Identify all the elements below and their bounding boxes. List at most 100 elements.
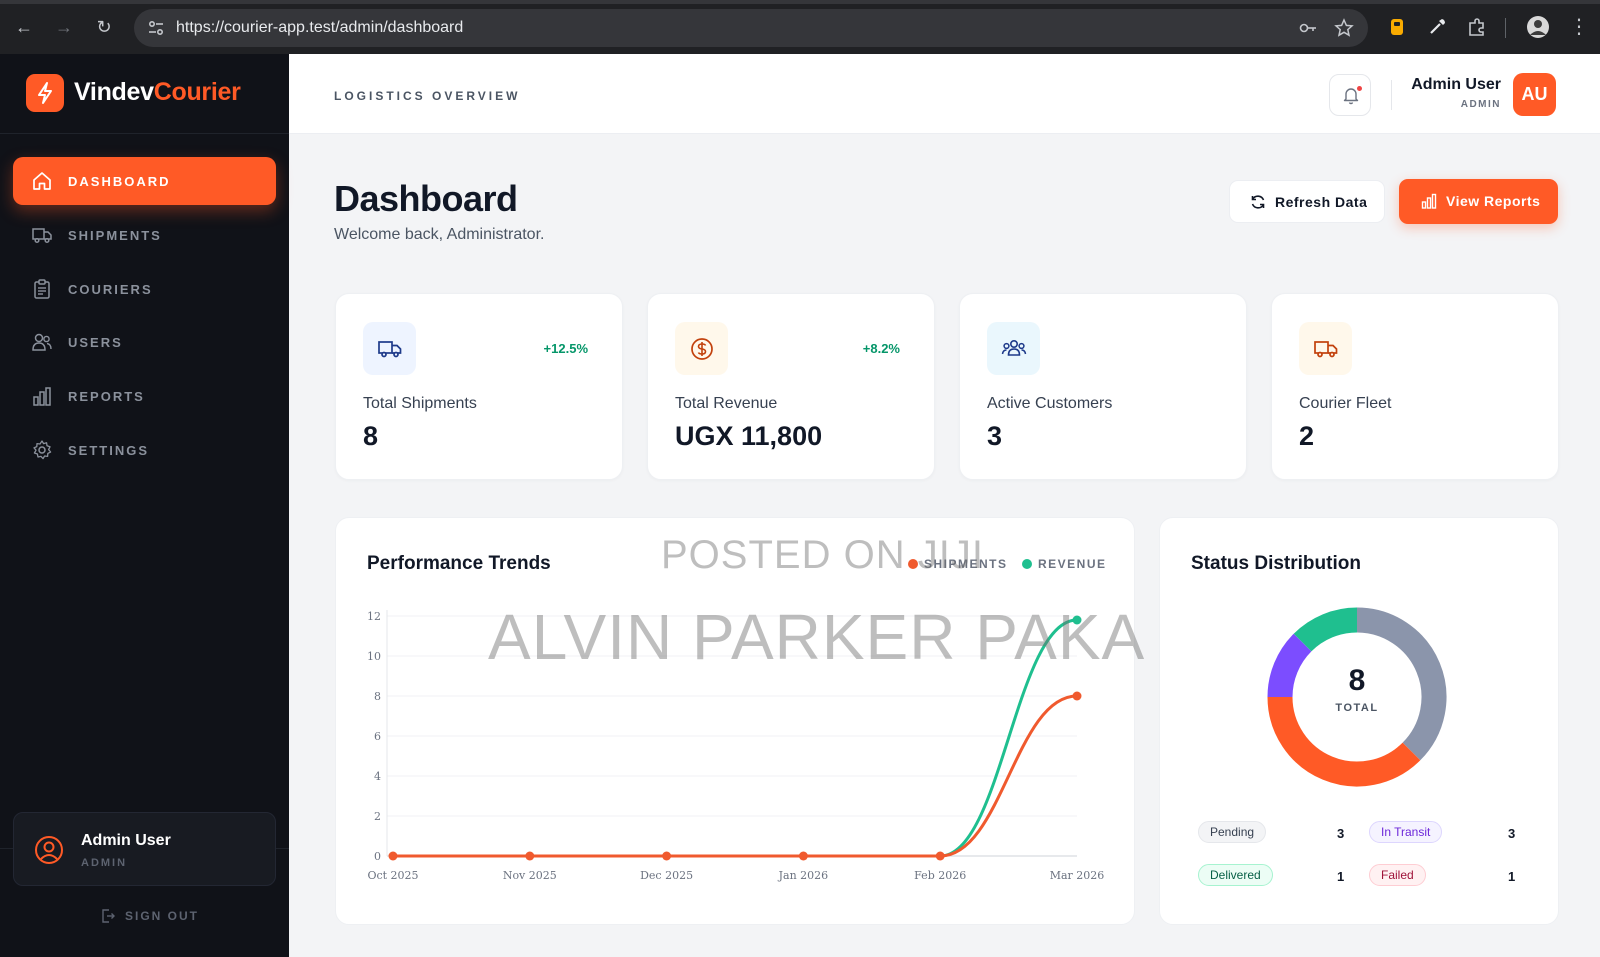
stat-value: UGX 11,800 — [675, 421, 823, 451]
refresh-data-button[interactable]: Refresh Data — [1229, 180, 1385, 223]
status-distribution-card — [1159, 517, 1559, 925]
watermark-line-1: POSTED ON JIJI — [661, 533, 984, 577]
top-header: LOGISTICS OVERVIEW Admin User ADMIN AU — [289, 54, 1600, 134]
stat-label: Total Revenue — [675, 395, 778, 412]
header-user-name: Admin User — [1411, 76, 1501, 93]
tab-strip — [0, 0, 1600, 4]
eyedropper-icon[interactable] — [1426, 16, 1448, 38]
x-tick-label: Mar 2026 — [1050, 869, 1105, 882]
kebab-menu-icon[interactable]: ⋮ — [1569, 16, 1589, 38]
back-icon[interactable]: ← — [15, 17, 33, 37]
sidebar-item-couriers[interactable]: COURIERS — [13, 265, 276, 313]
notifications-button[interactable] — [1329, 74, 1371, 116]
sidebar-user-name: Admin User — [81, 832, 171, 849]
stat-value: 8 — [363, 421, 379, 451]
performance-line-chart: 0 2 4 6 8 10 12 Oct 2025 Nov 2025 Dec 2025 Jan 202… — [367, 610, 1105, 882]
y-tick-label: 6 — [374, 730, 381, 743]
profile-avatar-icon[interactable] — [1526, 15, 1550, 39]
address-bar[interactable]: https://courier-app.test/admin/dashboard — [134, 9, 1368, 47]
truck-icon — [32, 228, 52, 244]
refresh-data-label: Refresh Data — [1275, 194, 1368, 210]
legend-label: SHIPMENTS — [924, 557, 1008, 571]
donut-total-label: TOTAL — [1335, 702, 1379, 714]
data-point-shipments[interactable] — [798, 851, 808, 861]
page-subtitle: Welcome back, Administrator. — [334, 226, 545, 243]
stat-icon-box — [363, 322, 416, 375]
x-tick-label: Jan 2026 — [778, 869, 829, 882]
sidebar-item-reports[interactable]: REPORTS — [13, 372, 276, 420]
forward-icon[interactable]: → — [55, 17, 73, 37]
data-point-shipments[interactable] — [935, 851, 945, 861]
stat-value: 2 — [1299, 421, 1315, 451]
donut-slice-failed[interactable] — [1267, 633, 1312, 698]
header-user[interactable]: Admin User ADMIN — [1409, 76, 1501, 110]
watermark-line-2: ALVIN PARKER PAKA — [488, 601, 1146, 673]
puzzle-icon[interactable] — [1466, 16, 1488, 38]
view-reports-label: View Reports — [1446, 193, 1541, 209]
browser-chrome: ← → ↻ https://courier-app.test/admin/das… — [0, 0, 1600, 54]
users-icon — [32, 333, 52, 351]
dollar-icon — [691, 338, 713, 360]
star-icon[interactable] — [1334, 18, 1354, 38]
sign-out-label: SIGN OUT — [125, 909, 200, 923]
toolbar-divider — [1505, 18, 1506, 38]
site-settings-icon[interactable] — [146, 18, 166, 38]
stat-card-active-customers: Active Customers 3 — [959, 293, 1247, 480]
stat-card-total-shipments: +12.5% Total Shipments 8 — [335, 293, 623, 480]
stat-icon-box — [1299, 322, 1352, 375]
stat-trend: +8.2% — [862, 341, 900, 356]
stat-trend: +12.5% — [543, 341, 588, 356]
notification-dot — [1357, 86, 1362, 91]
x-tick-label: Dec 2025 — [640, 869, 693, 882]
view-reports-button[interactable]: View Reports — [1399, 179, 1558, 224]
header-user-role: ADMIN — [1460, 99, 1501, 110]
stat-label: Total Shipments — [363, 395, 477, 412]
status-donut-chart — [1267, 607, 1447, 787]
sidebar-user-card[interactable]: Admin User ADMIN — [13, 812, 276, 886]
sidebar-item-users[interactable]: USERS — [13, 318, 276, 366]
status-badge-in-transit: In Transit — [1369, 821, 1443, 843]
section-label: LOGISTICS OVERVIEW — [334, 89, 521, 103]
donut-slice-in-transit[interactable] — [1267, 696, 1421, 787]
sidebar-item-label: USERS — [68, 335, 123, 350]
stat-label: Courier Fleet — [1299, 395, 1392, 412]
sidebar-item-shipments[interactable]: SHIPMENTS — [13, 211, 276, 259]
performance-trends-title: Performance Trends — [367, 553, 551, 574]
status-badge-failed: Failed — [1369, 864, 1426, 886]
logout-icon — [102, 909, 115, 923]
bar-chart-icon — [33, 387, 51, 406]
sidebar-item-label: SHIPMENTS — [68, 228, 162, 243]
data-point-shipments[interactable] — [1072, 691, 1082, 701]
stat-card-courier-fleet: Courier Fleet 2 — [1271, 293, 1559, 480]
user-circle-icon — [35, 836, 63, 864]
donut-slice-pending[interactable] — [1356, 607, 1447, 761]
sidebar-item-settings[interactable]: SETTINGS — [13, 426, 276, 474]
stat-label: Active Customers — [987, 395, 1113, 412]
clipboard-icon — [34, 279, 50, 299]
page-title: Dashboard — [334, 178, 518, 219]
key-icon[interactable] — [1298, 18, 1318, 38]
donut-center: 8 TOTAL — [1297, 664, 1417, 714]
sidebar-item-label: DASHBOARD — [68, 174, 171, 189]
data-point-revenue[interactable] — [1072, 615, 1082, 625]
url-text[interactable]: https://courier-app.test/admin/dashboard — [176, 19, 464, 36]
extension-orange-icon[interactable] — [1386, 16, 1408, 38]
sidebar-item-dashboard[interactable]: DASHBOARD — [13, 157, 276, 205]
data-point-shipments[interactable] — [388, 851, 398, 861]
brand[interactable]: VindevCourier — [0, 54, 289, 134]
data-point-shipments[interactable] — [662, 851, 672, 861]
reload-icon[interactable]: ↻ — [96, 17, 112, 37]
truck-icon — [378, 341, 402, 358]
y-tick-label: 0 — [374, 850, 381, 863]
data-point-shipments[interactable] — [525, 851, 535, 861]
status-badge-delivered: Delivered — [1198, 864, 1273, 886]
legend-label: REVENUE — [1038, 557, 1107, 571]
avatar[interactable]: AU — [1513, 73, 1556, 116]
x-tick-label: Feb 2026 — [914, 869, 966, 882]
brand-name: VindevCourier — [74, 78, 241, 106]
stat-icon-box — [987, 322, 1040, 375]
stat-icon-box — [675, 322, 728, 375]
refresh-icon — [1251, 195, 1265, 209]
sidebar-item-label: SETTINGS — [68, 443, 150, 458]
donut-slice-delivered[interactable] — [1293, 607, 1358, 652]
